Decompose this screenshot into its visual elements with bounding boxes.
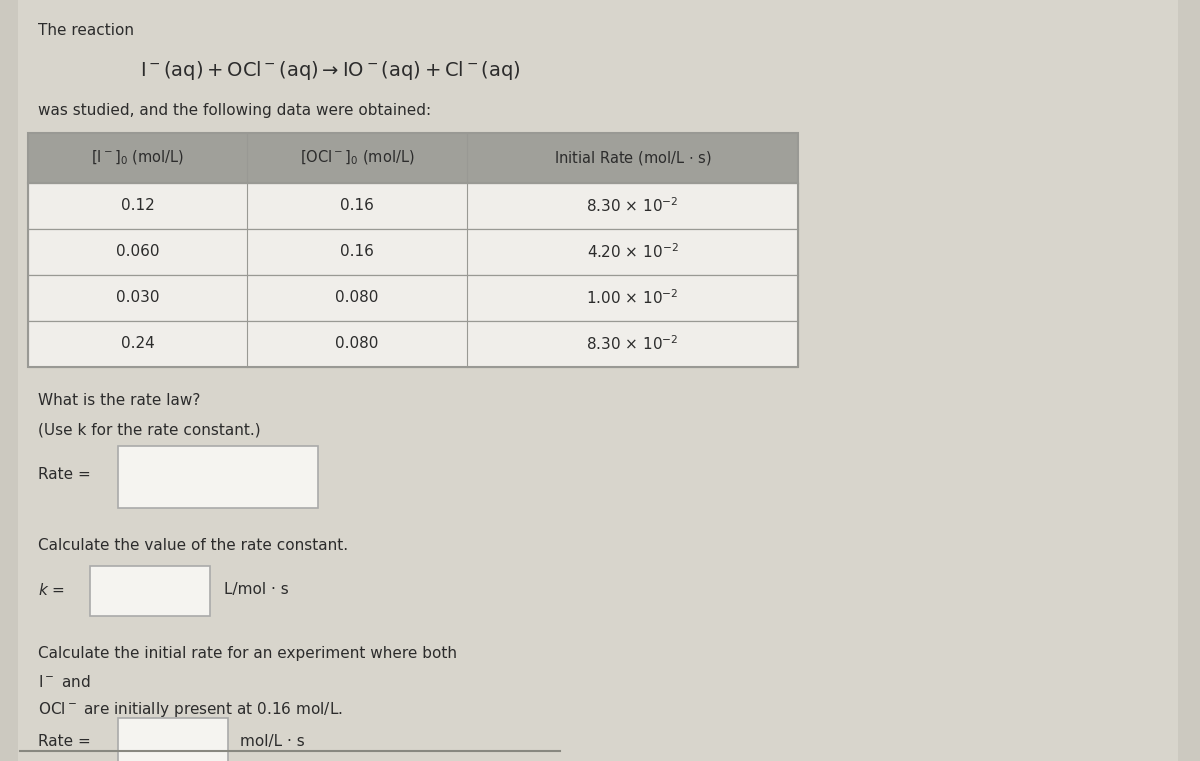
Text: 0.030: 0.030 xyxy=(116,291,160,305)
Text: 0.080: 0.080 xyxy=(336,291,379,305)
Text: 0.16: 0.16 xyxy=(341,244,374,260)
Text: was studied, and the following data were obtained:: was studied, and the following data were… xyxy=(38,103,431,118)
Text: 8.30 $\times$ 10$^{-2}$: 8.30 $\times$ 10$^{-2}$ xyxy=(586,335,679,353)
Text: 0.24: 0.24 xyxy=(121,336,155,352)
Text: 1.00 $\times$ 10$^{-2}$: 1.00 $\times$ 10$^{-2}$ xyxy=(586,288,679,307)
Text: $k$ =: $k$ = xyxy=(38,582,65,598)
Text: 0.12: 0.12 xyxy=(121,199,155,214)
Text: Calculate the value of the rate constant.: Calculate the value of the rate constant… xyxy=(38,538,348,553)
Text: $[{\rm I}^-]_0$ (mol/L): $[{\rm I}^-]_0$ (mol/L) xyxy=(91,149,185,167)
Bar xyxy=(28,183,798,229)
Text: The reaction: The reaction xyxy=(38,23,134,38)
Bar xyxy=(118,446,318,508)
Text: I$^-$ and: I$^-$ and xyxy=(38,674,90,690)
Text: (Use k for the rate constant.): (Use k for the rate constant.) xyxy=(38,423,260,438)
Text: Initial Rate (mol/L $\cdot$ s): Initial Rate (mol/L $\cdot$ s) xyxy=(553,149,712,167)
Bar xyxy=(118,718,228,761)
Bar xyxy=(28,133,798,367)
Text: $[{\rm OCl}^-]_0$ (mol/L): $[{\rm OCl}^-]_0$ (mol/L) xyxy=(300,149,414,167)
Text: 0.080: 0.080 xyxy=(336,336,379,352)
Text: mol/L · s: mol/L · s xyxy=(240,734,305,750)
Bar xyxy=(28,229,798,275)
Text: Calculate the initial rate for an experiment where both: Calculate the initial rate for an experi… xyxy=(38,646,457,661)
Bar xyxy=(90,566,210,616)
Text: What is the rate law?: What is the rate law? xyxy=(38,393,200,408)
Text: 8.30 $\times$ 10$^{-2}$: 8.30 $\times$ 10$^{-2}$ xyxy=(586,196,679,215)
Text: $\mathrm{I^-(aq) + OCl^-(aq) \rightarrow IO^-(aq) + Cl^-(aq)}$: $\mathrm{I^-(aq) + OCl^-(aq) \rightarrow… xyxy=(139,59,521,82)
Bar xyxy=(28,275,798,321)
Text: Rate =: Rate = xyxy=(38,734,91,750)
Text: Rate =: Rate = xyxy=(38,467,91,482)
Bar xyxy=(28,133,798,183)
Text: OCl$^-$ are initially present at 0.16 mol/L.: OCl$^-$ are initially present at 0.16 mo… xyxy=(38,700,343,719)
Bar xyxy=(28,321,798,367)
Text: L/mol · s: L/mol · s xyxy=(224,582,289,597)
Text: 0.060: 0.060 xyxy=(116,244,160,260)
Text: 4.20 $\times$ 10$^{-2}$: 4.20 $\times$ 10$^{-2}$ xyxy=(587,243,678,261)
Text: 0.16: 0.16 xyxy=(341,199,374,214)
